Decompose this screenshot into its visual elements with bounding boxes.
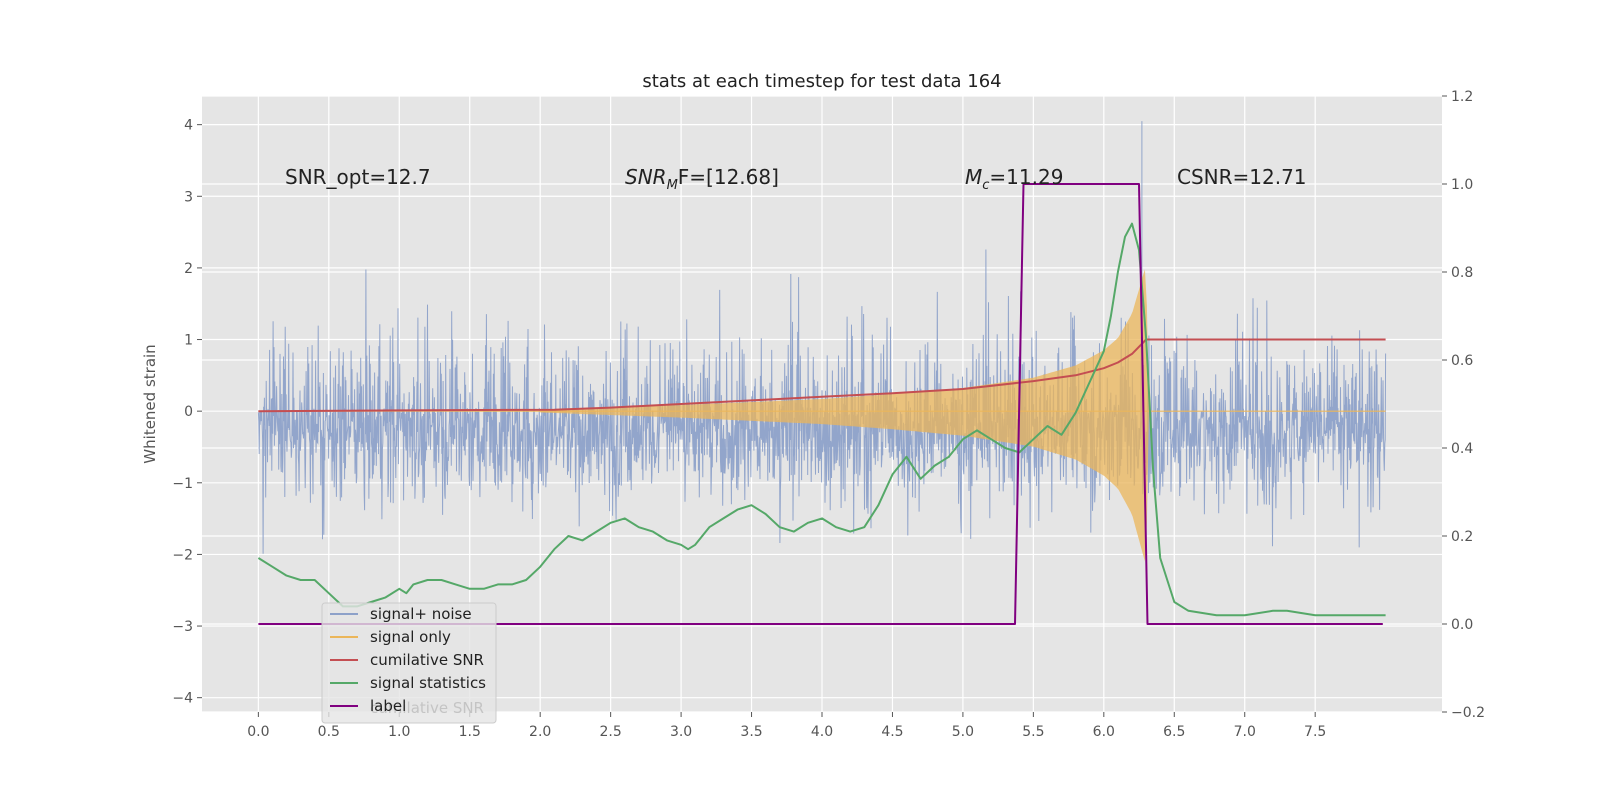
y2-tick-label: 1.0 xyxy=(1451,177,1473,193)
y-tick-label: 1 xyxy=(184,333,193,349)
y-axis-label: Whitened strain xyxy=(141,344,159,463)
x-tick-label: 7.0 xyxy=(1234,724,1256,740)
x-tick-label: 1.5 xyxy=(459,724,481,740)
y-tick-label: 0 xyxy=(184,404,193,420)
y-tick-label: −3 xyxy=(172,619,193,635)
y-tick-label: −1 xyxy=(172,476,193,492)
cumulative-snr-line xyxy=(258,338,1386,413)
y2-tick-label: 0.6 xyxy=(1451,353,1473,369)
legend-label: signal+ noise xyxy=(370,605,472,623)
signal-statistics-line xyxy=(257,222,1386,617)
annotation-mc-sub: c xyxy=(982,178,989,193)
annotation-mc-rest: =11.29 xyxy=(989,165,1063,189)
legend-label: signal statistics xyxy=(370,674,486,692)
y-tick-label: −4 xyxy=(172,691,193,707)
y2-tick-label: −0.2 xyxy=(1451,705,1485,721)
x-tick-label: 5.5 xyxy=(1022,724,1044,740)
label-line xyxy=(258,183,1383,625)
annotation-csnr: CSNR=12.71 xyxy=(1177,165,1307,189)
y2-tick-label: 1.2 xyxy=(1451,89,1473,105)
line-series xyxy=(257,183,1386,625)
y-tick-label: 2 xyxy=(184,261,193,277)
legend-label: cumilative SNR xyxy=(370,651,484,669)
y2-tick-label: 0.2 xyxy=(1451,529,1473,545)
x-tick-label: 1.0 xyxy=(388,724,410,740)
x-tick-label: 7.5 xyxy=(1304,724,1326,740)
y2-tick-label: 0.0 xyxy=(1451,617,1473,633)
x-tick-label: 2.5 xyxy=(600,724,622,740)
x-tick-label: 4.5 xyxy=(881,724,903,740)
y2-tick-label: 0.4 xyxy=(1451,441,1473,457)
annotation-mc: Mc=11.29 xyxy=(965,165,1063,193)
annotation-snr-mf-main: SNR xyxy=(625,165,667,189)
signal-only-envelope xyxy=(540,269,1149,562)
legend-label: label xyxy=(370,697,406,715)
x-tick-label: 6.0 xyxy=(1093,724,1115,740)
y-tick-label: 3 xyxy=(184,189,193,205)
y2-tick-label: 0.8 xyxy=(1451,265,1473,281)
x-tick-label: 3.0 xyxy=(670,724,692,740)
y-tick-label: 4 xyxy=(184,118,193,134)
axis-ticks: 0.0 0.5 1.0 1.5 2.0 2.5 3.0 3.5 4.0 4.5 5.0 5.5 6.0 6… xyxy=(172,89,1485,740)
y-tick-label: −2 xyxy=(172,547,193,563)
x-tick-label: 2.0 xyxy=(529,724,551,740)
annotation-snr-mf: SNRMF=[12.68] xyxy=(625,165,779,193)
legend-label: signal only xyxy=(370,628,451,646)
legend: cumilative SNR signal+ noise signal only c… xyxy=(321,602,497,724)
annotation-snr-mf-sub: M xyxy=(667,178,678,193)
x-tick-label: 5.0 xyxy=(952,724,974,740)
x-tick-label: 0.5 xyxy=(318,724,340,740)
legend-ghost-text: cumilative SNR xyxy=(370,699,484,717)
annotation-snr-opt: SNR_opt=12.7 xyxy=(285,165,431,189)
x-tick-label: 3.5 xyxy=(740,724,762,740)
annotation-snr-mf-rest: F=[12.68] xyxy=(678,165,779,189)
legend-box xyxy=(321,602,497,724)
x-tick-label: 6.5 xyxy=(1163,724,1185,740)
chart-title: stats at each timestep for test data 164 xyxy=(642,71,1001,92)
x-tick-label: 0.0 xyxy=(247,724,269,740)
x-tick-label: 4.0 xyxy=(811,724,833,740)
annotation-mc-main: M xyxy=(965,165,982,189)
